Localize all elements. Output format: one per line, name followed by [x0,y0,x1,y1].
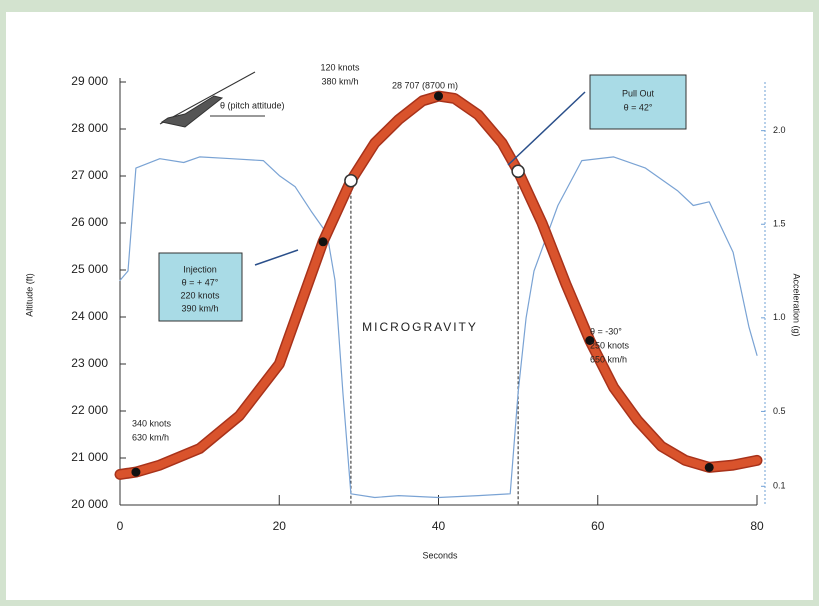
y-tick-label: 21 000 [71,450,108,464]
open-point [345,175,357,187]
x-tick-label: 60 [591,519,605,533]
annotation: 380 km/h [321,76,358,86]
point [434,92,443,101]
y-tick-label: 28 000 [71,121,108,135]
y-tick-label: 24 000 [71,309,108,323]
chart: Seconds Altitude (ft) Acceleration (g) 0… [0,0,819,606]
y2-tick-label: 0.1 [773,481,786,491]
y2-tick-label: 0.5 [773,406,786,416]
x-tick-label: 20 [273,519,287,533]
annotation: θ = + 47° [182,277,219,287]
open-point [512,165,524,177]
annotation: 250 knots [590,340,630,350]
x-tick-label: 40 [432,519,446,533]
y2-axis-label: Acceleration (g) [792,273,802,336]
y-axis-label: Altitude (ft) [24,273,34,317]
annotation: 120 knots [320,62,360,72]
y-tick-label: 29 000 [71,74,108,88]
annotation: θ = 42° [624,102,653,112]
y2-tick-label: 1.0 [773,312,786,322]
y2-tick-label: 1.5 [773,219,786,229]
y-tick-label: 20 000 [71,497,108,511]
annotation: θ = -30° [590,326,622,336]
annotation: 220 knots [180,290,220,300]
point [705,463,714,472]
y-tick-label: 27 000 [71,168,108,182]
page: {"chart_data": {"type": "line", "xlabel"… [0,0,819,606]
x-axis-label: Seconds [422,550,458,560]
point [131,468,140,477]
x-tick-label: 0 [117,519,124,533]
annotation: MICROGRAVITY [362,320,478,334]
y2-tick-label: 2.0 [773,125,786,135]
annotation: 650 km/h [590,354,627,364]
y-tick-label: 25 000 [71,262,108,276]
annotation: 28 707 (8700 m) [392,80,458,90]
y-tick-label: 26 000 [71,215,108,229]
annotation: θ (pitch attitude) [220,100,285,110]
point [319,237,328,246]
panel [6,12,813,600]
annotation: 630 km/h [132,432,169,442]
annotation: Injection [183,264,217,274]
annotation: 390 km/h [181,303,218,313]
y-tick-label: 22 000 [71,403,108,417]
annotation: Pull Out [622,88,655,98]
x-tick-label: 80 [750,519,764,533]
annotation: 340 knots [132,418,172,428]
y-tick-label: 23 000 [71,356,108,370]
